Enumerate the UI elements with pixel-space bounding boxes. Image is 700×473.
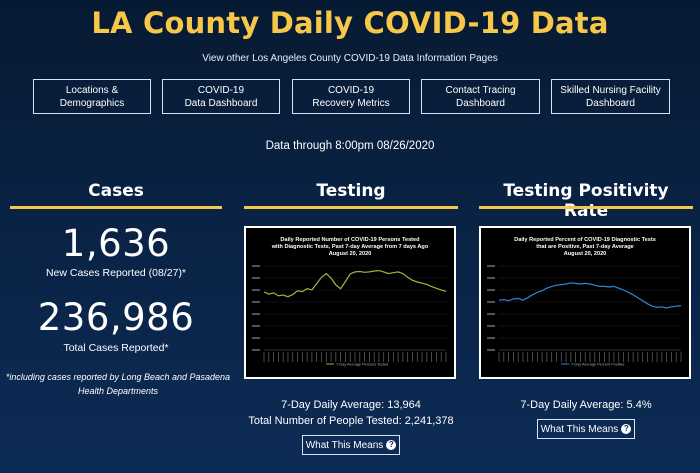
page-title: LA County Daily COVID-19 Data [91, 6, 609, 40]
total-cases-value: 236,986 [37, 296, 195, 339]
nav-button-locations-demographics[interactable]: Locations & Demographics [33, 79, 151, 114]
chart-legend-label: 7-Day Average Percent Positive [571, 363, 625, 367]
positivity-average: 7-Day Daily Average: 5.4% [520, 399, 652, 411]
chart-y-tick-label [252, 325, 260, 327]
chart-title-line: August 20, 2020 [329, 251, 372, 257]
new-cases-label: New Cases Reported (08/27)* [45, 267, 187, 279]
data-through-date: Data through 8:00pm 08/26/2020 [265, 140, 435, 152]
chart-title-line: August 20, 2020 [564, 251, 607, 257]
chart-y-tick-label [487, 289, 495, 291]
question-circle-icon: ? [621, 424, 632, 434]
chart-y-tick-label [252, 301, 260, 303]
testing-underline [244, 206, 458, 209]
cases-heading: Cases [88, 181, 144, 201]
testing-what-this-means-button[interactable]: What This Means ? [302, 435, 400, 455]
positivity-what-this-means-label: What This Means [540, 423, 619, 435]
chart-y-tick-label [487, 349, 495, 351]
testing-what-this-means-label: What This Means [305, 439, 384, 451]
chart-y-tick-label [252, 289, 260, 291]
chart-y-tick-label [252, 277, 260, 279]
chart-y-tick-label [252, 337, 260, 339]
chart-y-tick-label [487, 265, 495, 267]
testing-total: Total Number of People Tested: 2,241,378 [248, 415, 454, 427]
chart-y-tick-label [487, 337, 495, 339]
chart-title-line: with Diagnostic Tests, Past 7-day Averag… [271, 244, 429, 250]
cases-underline [10, 206, 222, 209]
chart-y-tick-label [487, 325, 495, 327]
cases-footnote: *including cases reported by Long Beach … [5, 372, 231, 396]
nav-button-contact-tracing[interactable]: Contact Tracing Dashboard [421, 79, 540, 114]
nav-button-skilled-nursing[interactable]: Skilled Nursing Facility Dashboard [551, 79, 670, 114]
testing-chart: Daily Reported Number of COVID-19 Person… [244, 226, 456, 379]
chart-title-line: that are Positive, Past 7-day Average [536, 244, 634, 250]
chart-series-line [263, 269, 447, 298]
chart-series-line [498, 282, 682, 309]
chart-y-tick-label [252, 265, 260, 267]
positivity-heading: Testing Positivity Rate [503, 181, 669, 221]
nav-button-recovery-metrics[interactable]: COVID-19 Recovery Metrics [292, 79, 410, 114]
question-circle-icon: ? [386, 440, 397, 450]
chart-y-tick-label [487, 313, 495, 315]
chart-y-tick-label [487, 277, 495, 279]
chart-y-tick-label [252, 349, 260, 351]
positivity-underline [479, 206, 693, 209]
positivity-chart-svg: Daily Reported Percent of COVID-19 Diagn… [487, 237, 682, 367]
chart-title-line: Daily Reported Percent of COVID-19 Diagn… [514, 237, 656, 243]
testing-heading: Testing [316, 181, 386, 201]
chart-y-tick-label [487, 301, 495, 303]
total-cases-label: Total Cases Reported* [63, 342, 169, 354]
new-cases-value: 1,636 [61, 222, 171, 265]
chart-legend-label: 7-Day Average Persons Tested [336, 363, 388, 367]
chart-y-tick-label [252, 313, 260, 315]
positivity-chart: Daily Reported Percent of COVID-19 Diagn… [479, 226, 691, 379]
page-subtitle: View other Los Angeles County COVID-19 D… [202, 53, 498, 64]
nav-button-data-dashboard[interactable]: COVID-19 Data Dashboard [162, 79, 280, 114]
testing-average: 7-Day Daily Average: 13,964 [281, 399, 421, 411]
chart-title-line: Daily Reported Number of COVID-19 Person… [280, 237, 420, 243]
positivity-what-this-means-button[interactable]: What This Means ? [537, 419, 635, 439]
testing-chart-svg: Daily Reported Number of COVID-19 Person… [252, 237, 447, 367]
